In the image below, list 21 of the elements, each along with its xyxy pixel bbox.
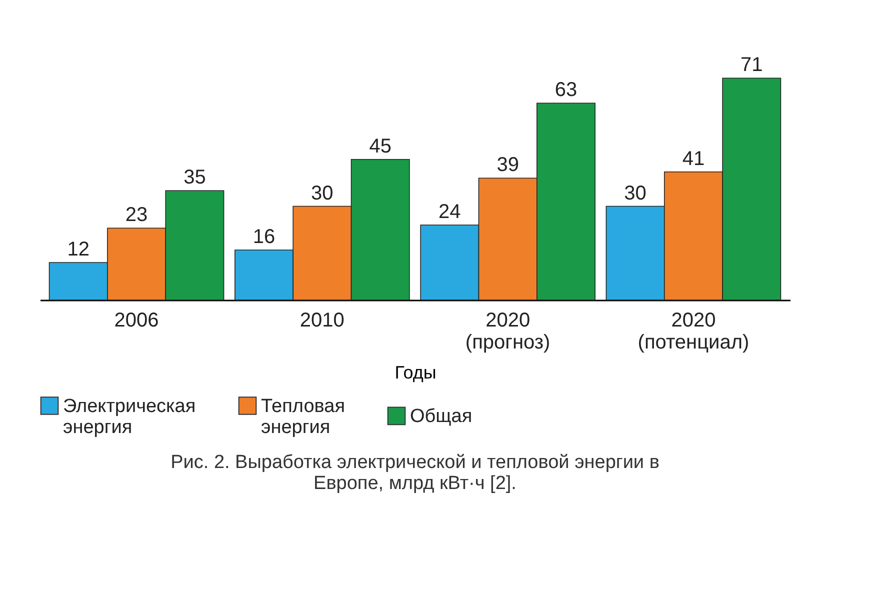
data-label: 23 [125, 204, 148, 226]
data-label: 16 [252, 226, 276, 248]
data-label: 71 [740, 54, 763, 76]
legend-label: Общая [410, 406, 472, 427]
x-tick-label: 2020 (прогноз) [465, 310, 550, 354]
data-label: 30 [311, 182, 334, 204]
legend-label: Тепловая энергия [261, 396, 345, 438]
x-tick-label: 2020 (потенциал) [638, 310, 750, 354]
data-label: 24 [438, 201, 461, 223]
data-label: 45 [369, 135, 392, 158]
data-label: 41 [682, 148, 705, 170]
data-label: 12 [67, 238, 90, 260]
data-label: 35 [184, 166, 206, 189]
data-label: 39 [496, 154, 519, 176]
x-tick-label: 2006 [114, 310, 159, 332]
legend-label: Электрическая энергия [63, 396, 196, 438]
x-axis-title: Годы [394, 362, 436, 382]
x-tick-label: 2010 [300, 310, 344, 332]
text: Рис. 2. Выработка электрической и тепловой энергии в Европе, млрд кВт·ч [2]. [170, 452, 660, 494]
data-label: 63 [554, 79, 578, 102]
data-label: 30 [624, 182, 646, 204]
